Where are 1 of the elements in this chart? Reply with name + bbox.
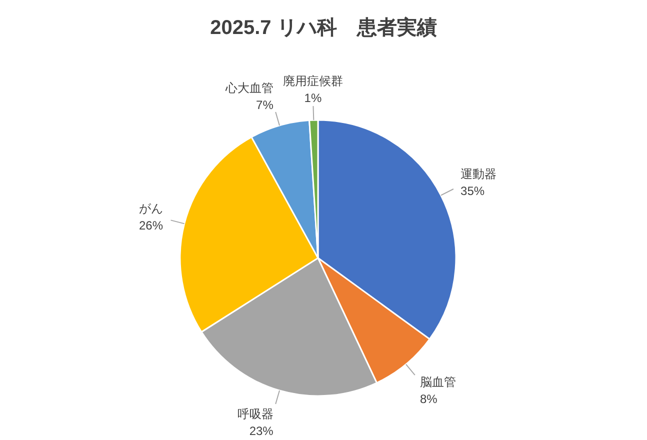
title: 2025.7 リハ科 患者実績 xyxy=(210,17,437,39)
